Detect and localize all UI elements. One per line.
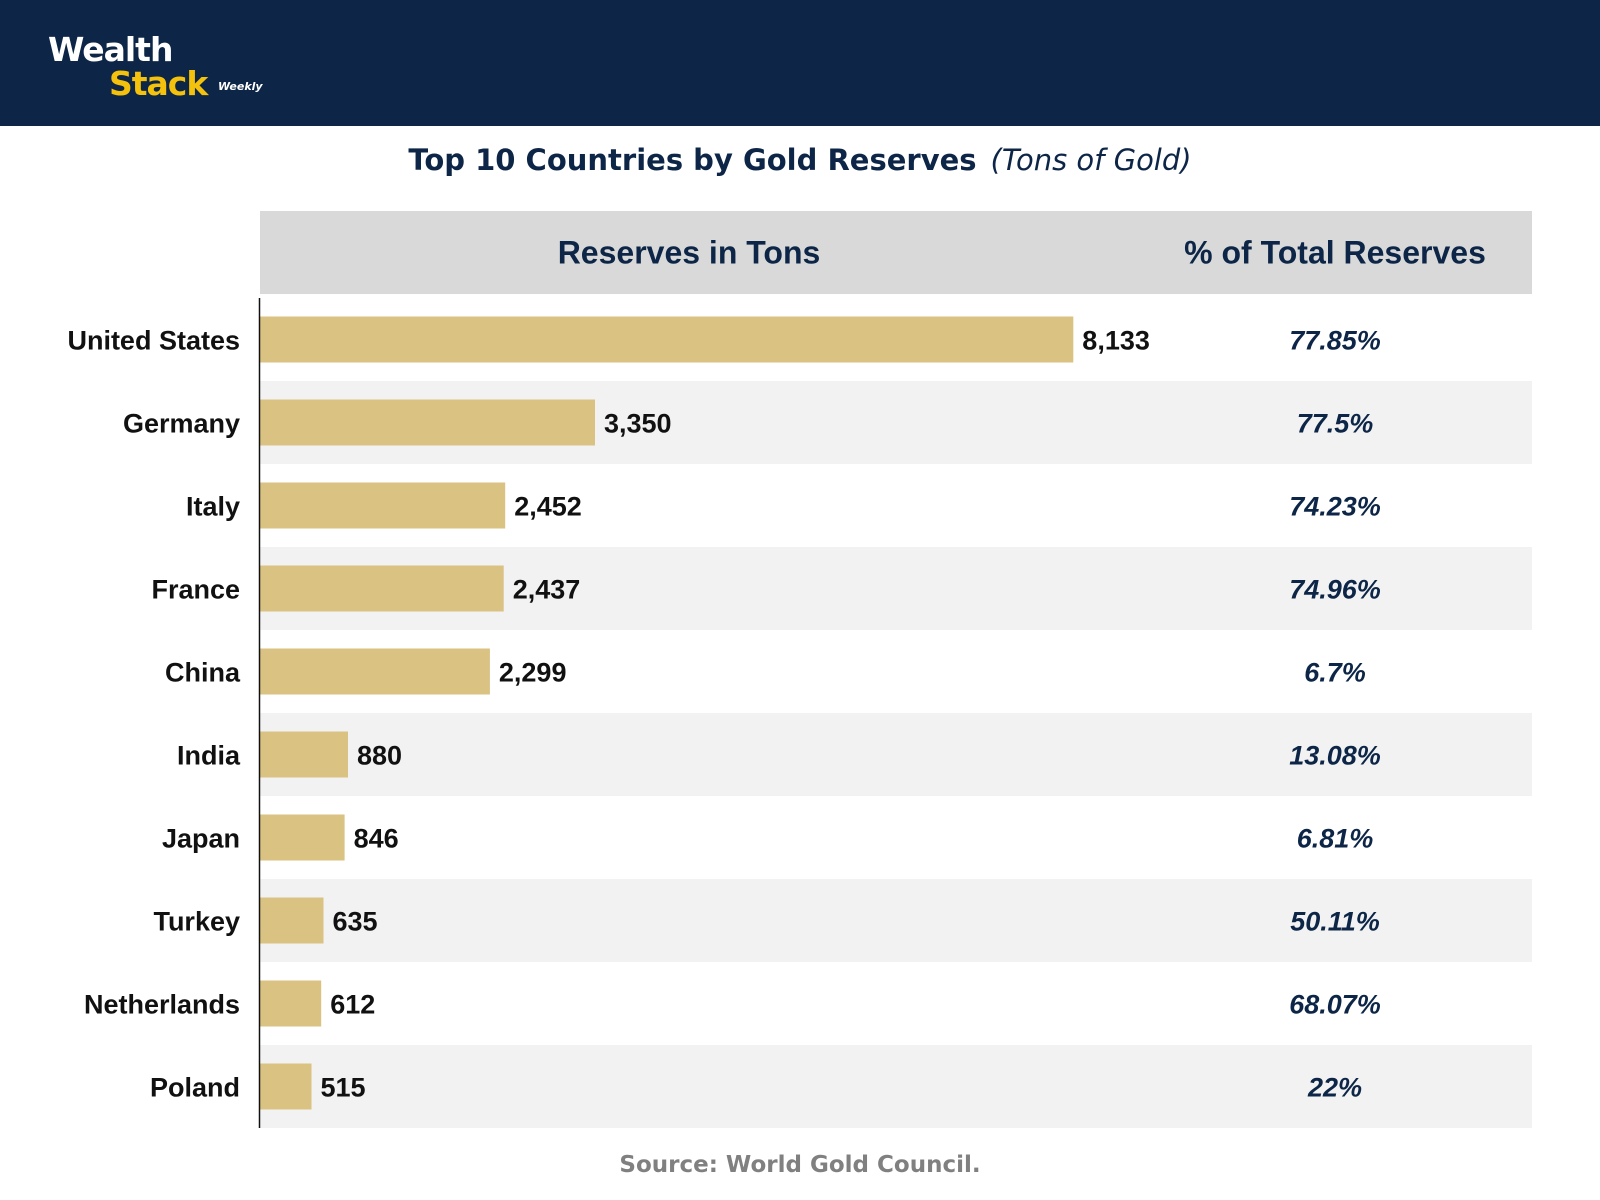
percent-label: 6.7% xyxy=(1304,658,1366,688)
row-background xyxy=(260,713,1532,796)
chart-row: Poland 515 22% xyxy=(150,1063,1362,1110)
value-label: 8,133 xyxy=(1082,326,1150,356)
value-label: 846 xyxy=(354,824,399,854)
country-label: United States xyxy=(67,326,240,356)
chart-rows: United States 8,133 77.85% Germany 3,350 77.5… xyxy=(67,316,1381,1110)
chart-row: Italy 2,452 74.23% xyxy=(186,482,1381,529)
bar xyxy=(260,1063,312,1110)
percent-label: 74.23% xyxy=(1289,492,1381,522)
table-header-background xyxy=(260,211,1532,294)
percent-label: 77.85% xyxy=(1289,326,1381,356)
row-background xyxy=(260,1045,1532,1128)
chart-row: Japan 846 6.81% xyxy=(162,814,1374,861)
bar xyxy=(260,814,345,861)
percent-label: 77.5% xyxy=(1297,409,1374,439)
bar xyxy=(260,897,324,944)
chart-title-subtitle: (Tons of Gold) xyxy=(990,143,1192,177)
country-label: Germany xyxy=(123,409,240,439)
row-backgrounds xyxy=(260,381,1532,1128)
country-label: Turkey xyxy=(153,907,240,937)
logo-word-weekly: Weekly xyxy=(218,80,263,93)
percent-label: 74.96% xyxy=(1289,575,1381,605)
source-note: Source: World Gold Council. xyxy=(619,1152,981,1178)
bar xyxy=(260,482,506,529)
value-label: 3,350 xyxy=(604,409,672,439)
percent-label: 22% xyxy=(1307,1073,1362,1103)
chart-row: Netherlands 612 68.07% xyxy=(84,980,1381,1027)
percent-label: 6.81% xyxy=(1297,824,1374,854)
header-banner: Wealth Stack Weekly xyxy=(0,0,1600,126)
country-label: France xyxy=(151,575,240,605)
country-label: Italy xyxy=(186,492,240,522)
percent-label: 50.11% xyxy=(1290,907,1380,937)
value-label: 612 xyxy=(330,990,375,1020)
header-percent-of-total: % of Total Reserves xyxy=(1184,235,1486,271)
bar xyxy=(260,565,504,612)
chart-row: Turkey 635 50.11% xyxy=(153,897,1380,944)
logo-word-wealth: Wealth xyxy=(48,30,173,69)
bar xyxy=(260,316,1074,363)
row-background xyxy=(260,879,1532,962)
percent-label: 68.07% xyxy=(1289,990,1381,1020)
chart-title-main: Top 10 Countries by Gold Reserves xyxy=(408,143,977,177)
country-label: Netherlands xyxy=(84,990,240,1020)
country-label: Poland xyxy=(150,1073,240,1103)
header-reserves-in-tons: Reserves in Tons xyxy=(558,235,821,271)
value-label: 515 xyxy=(321,1073,366,1103)
value-label: 2,437 xyxy=(513,575,581,605)
value-label: 880 xyxy=(357,741,402,771)
chart-row: United States 8,133 77.85% xyxy=(67,316,1381,363)
value-label: 635 xyxy=(333,907,378,937)
bar xyxy=(260,399,595,446)
chart-row: France 2,437 74.96% xyxy=(151,565,1381,612)
percent-label: 13.08% xyxy=(1289,741,1381,771)
bar xyxy=(260,980,322,1027)
logo-word-stack: Stack xyxy=(109,64,208,103)
chart-row: India 880 13.08% xyxy=(177,731,1381,778)
bar xyxy=(260,731,348,778)
country-label: Japan xyxy=(162,824,240,854)
value-label: 2,452 xyxy=(514,492,582,522)
chart-row: China 2,299 6.7% xyxy=(165,648,1366,695)
country-label: India xyxy=(177,741,241,771)
country-label: China xyxy=(165,658,241,688)
bar xyxy=(260,648,490,695)
chart-title: Top 10 Countries by Gold Reserves (Tons o… xyxy=(0,140,1600,180)
value-label: 2,299 xyxy=(499,658,567,688)
chart-row: Germany 3,350 77.5% xyxy=(123,399,1374,446)
